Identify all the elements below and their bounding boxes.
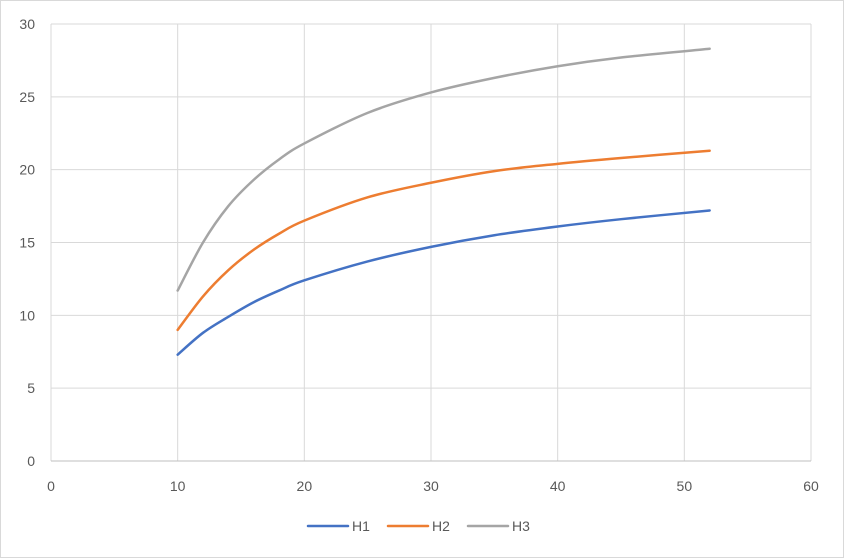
y-tick-label: 15 (19, 235, 35, 251)
legend-item-h3: H3 (466, 518, 530, 534)
gridlines (50, 23, 812, 462)
x-tick-label: 10 (170, 478, 186, 494)
y-tick-label: 5 (27, 380, 35, 396)
legend-label: H1 (352, 518, 370, 534)
y-tick-label: 25 (19, 89, 35, 105)
y-tick-labels: 0 5 10 15 20 25 30 (19, 16, 35, 469)
x-tick-label: 30 (423, 478, 439, 494)
y-tick-label: 30 (19, 16, 35, 32)
x-tick-labels: 0 10 20 30 40 50 60 (47, 478, 819, 494)
series-line-h1 (176, 209, 711, 356)
x-tick-label: 0 (47, 478, 55, 494)
legend-label: H2 (432, 518, 450, 534)
y-tick-label: 20 (19, 162, 35, 178)
series-line-h2 (176, 149, 711, 332)
y-tick-label: 0 (27, 453, 35, 469)
x-tick-label: 20 (297, 478, 313, 494)
legend-item-h2: H2 (386, 518, 450, 534)
x-tick-label: 60 (803, 478, 819, 494)
legend: H1 H2 H3 (306, 518, 530, 534)
legend-item-h1: H1 (306, 518, 370, 534)
legend-label: H3 (512, 518, 530, 534)
y-tick-label: 10 (19, 307, 35, 323)
series-line-h3 (176, 47, 711, 292)
x-tick-label: 50 (677, 478, 693, 494)
x-tick-label: 40 (550, 478, 566, 494)
series-lines (176, 47, 711, 356)
